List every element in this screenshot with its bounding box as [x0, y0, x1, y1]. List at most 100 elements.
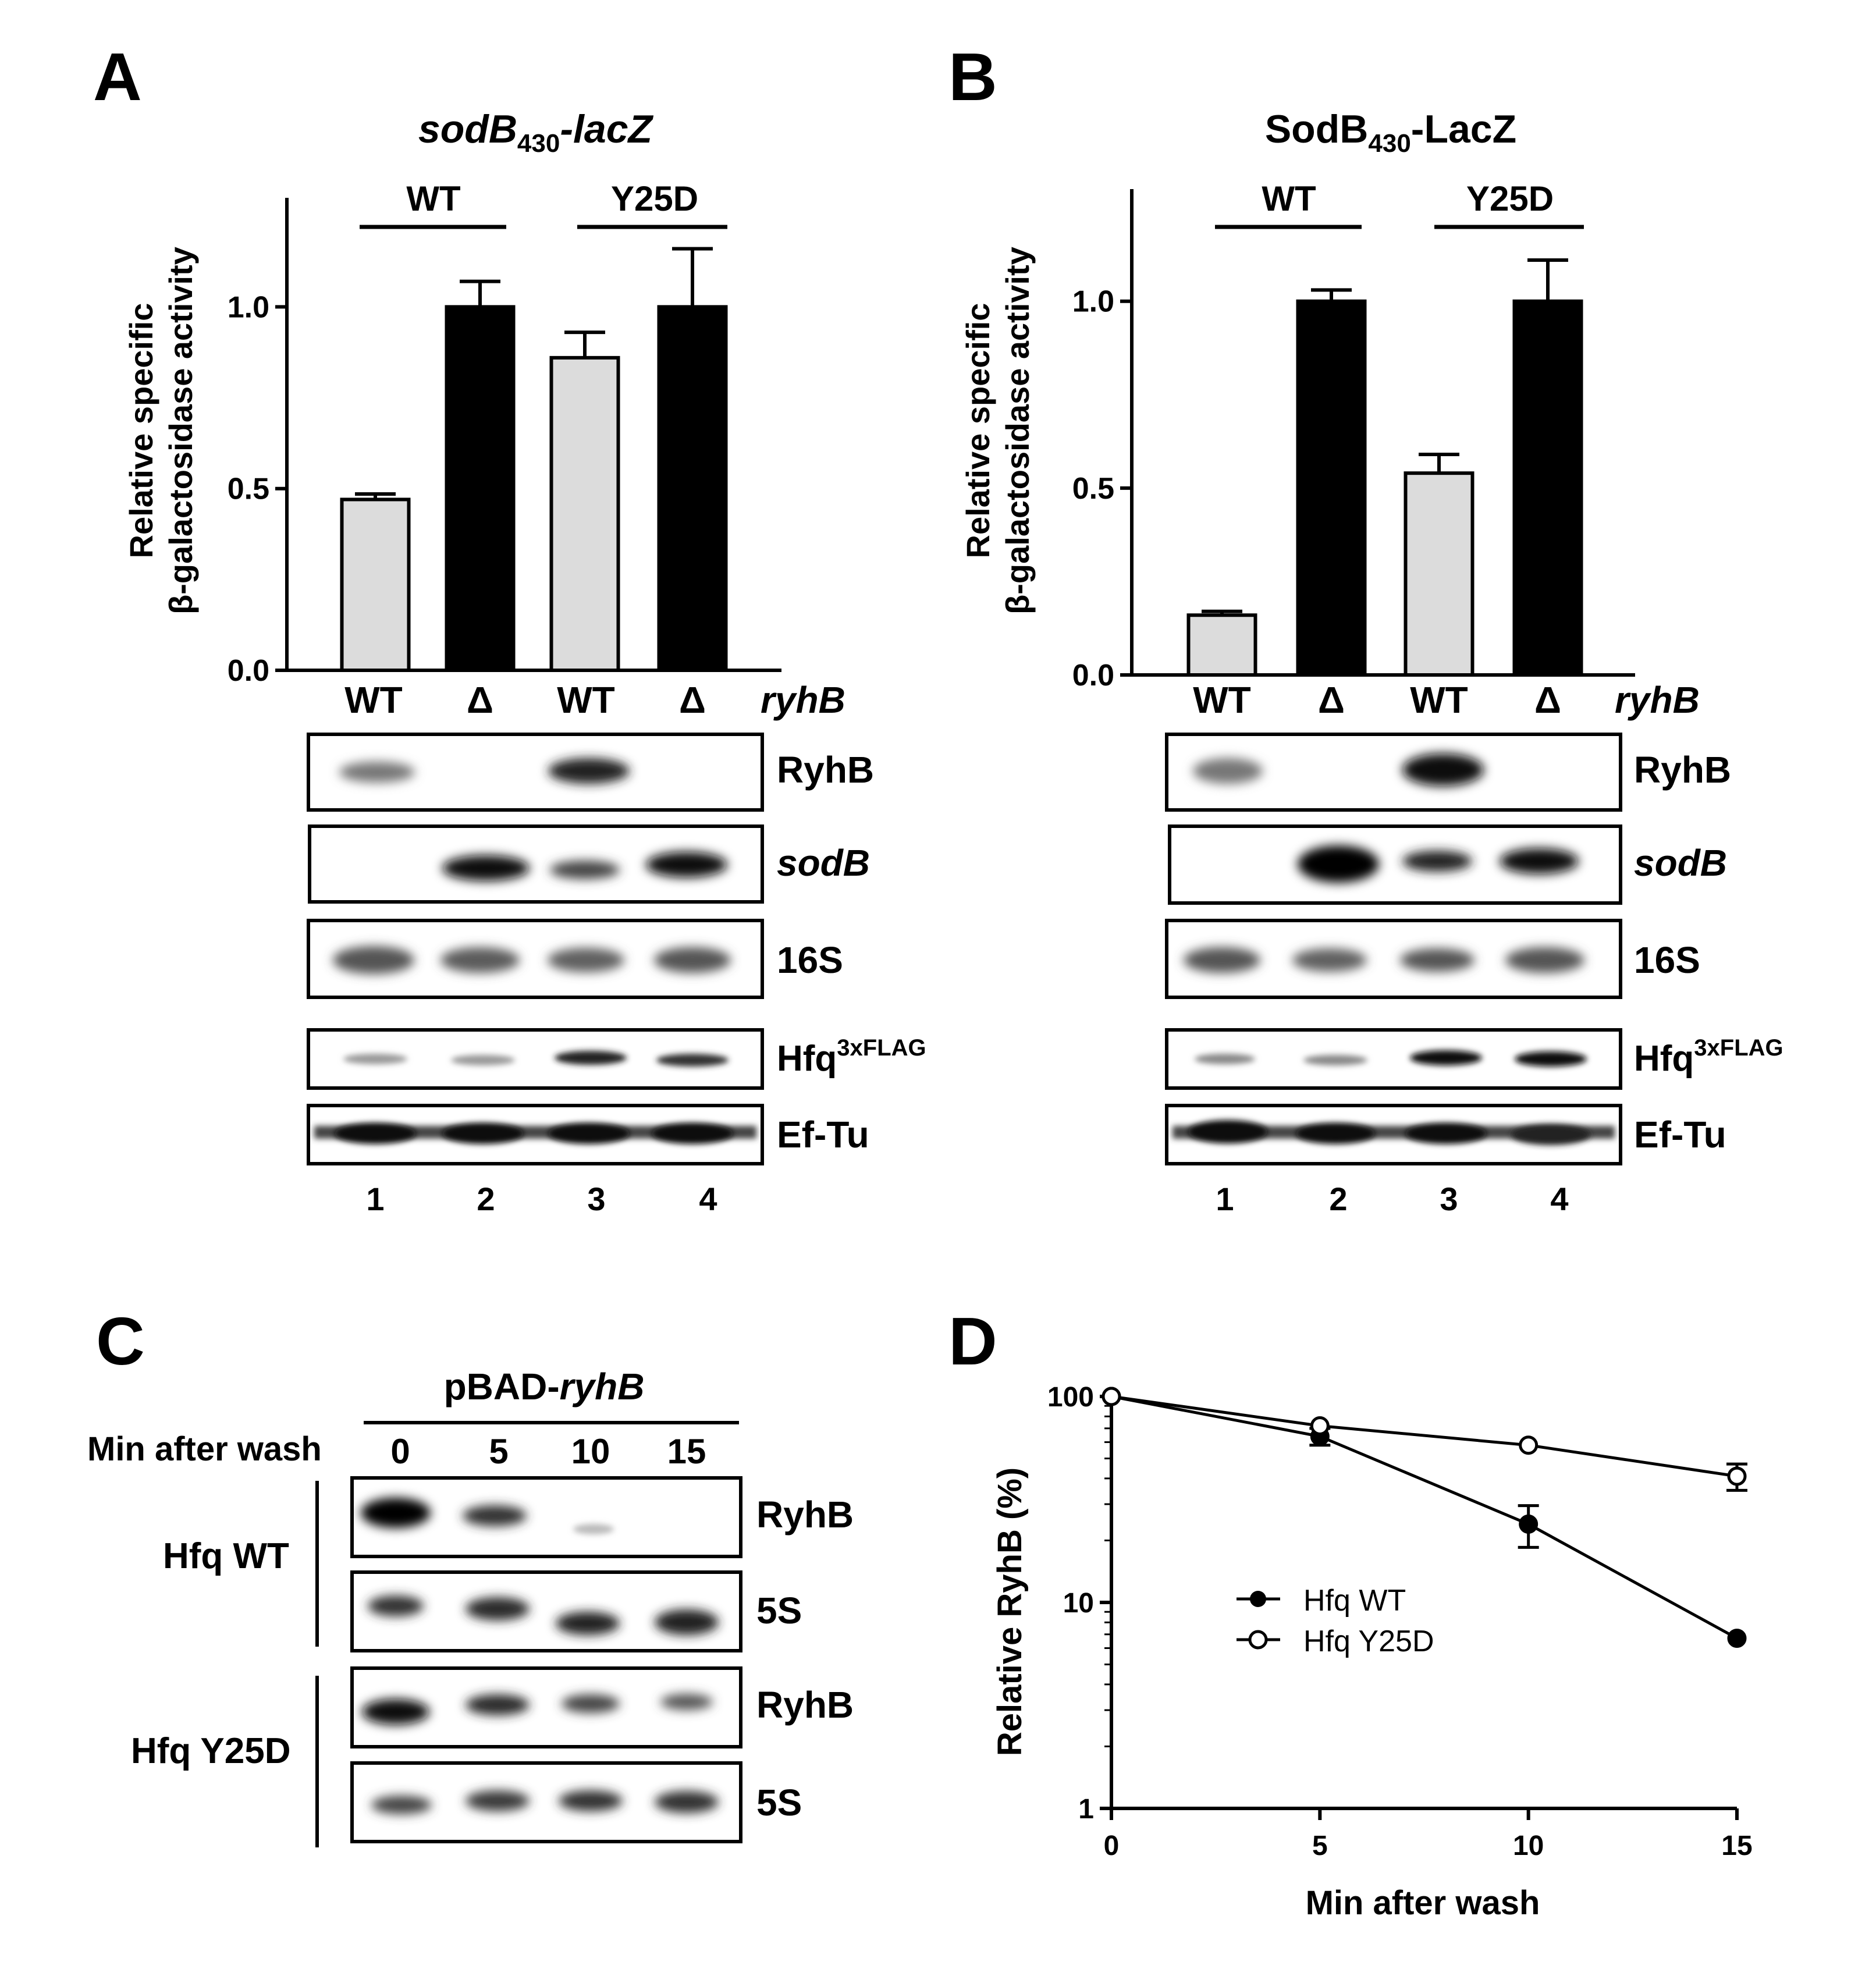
time-point: 0 [390, 1432, 410, 1471]
blot-label: RyhB [756, 1684, 854, 1726]
legend-marker-y25d [1248, 1630, 1268, 1650]
x-tick-label: 10 [1513, 1831, 1544, 1861]
blot-16s [307, 919, 764, 999]
panel-d-legend: Hfq WT Hfq Y25D [1237, 1584, 1434, 1658]
strain-label-y25d: Hfq Y25D [131, 1731, 291, 1771]
blot-label-sodb: sodB [777, 842, 870, 884]
blot-16s [1165, 919, 1622, 999]
lane-number: 1 [1216, 1181, 1234, 1217]
blot-sodb [1168, 824, 1622, 905]
panel-b: SodB430-LacZ WT Y25D Relative specific β… [960, 107, 1783, 1217]
strain-label-wt: Hfq WT [163, 1536, 289, 1576]
lane-number: 4 [1550, 1181, 1568, 1217]
y-tick-label: 100 [1047, 1382, 1094, 1413]
panel-b-group-label-wt: WT [1262, 179, 1316, 218]
y-tick-label: 0.0 [228, 654, 269, 688]
y-tick-label: 0.5 [1072, 472, 1114, 506]
blot-ryhb [1165, 733, 1622, 812]
blot-label-hfq: Hfq3xFLAG [777, 1035, 926, 1079]
blot-label-hfq: Hfq3xFLAG [1634, 1035, 1783, 1079]
data-point-wt [1727, 1629, 1747, 1648]
lane-number: 3 [587, 1181, 605, 1217]
panel-b-lane-label: Δ [1318, 679, 1345, 721]
panel-a-bar-chart: 0.0 0.5 1.0 [228, 198, 781, 688]
panel-a-ylabel: Relative specific β-galactosidase activi… [123, 247, 199, 614]
panel-b-lane-label: WT [1410, 679, 1468, 721]
panel-a-lane-label: WT [344, 679, 403, 721]
panel-a-group-label-wt: WT [406, 179, 460, 218]
panel-b-bar-chart: 0.0 0.5 1.0 [1072, 189, 1635, 692]
data-point-y25d [1727, 1466, 1747, 1486]
blot-label-ryhb: RyhB [1634, 749, 1731, 791]
data-point-y25d [1102, 1387, 1121, 1406]
panel-a-ylabel-line1: Relative specific [123, 303, 159, 559]
lane-number: 2 [477, 1181, 495, 1217]
data-point-wt [1519, 1514, 1539, 1534]
blot-hfq [307, 1028, 764, 1090]
y-tick-label: 10 [1063, 1588, 1094, 1619]
panel-b-lane-axis-label: ryhB [1615, 679, 1700, 721]
blot-label-eftu: Ef-Tu [777, 1114, 869, 1156]
lane-number: 4 [699, 1181, 717, 1217]
blot-label: RyhB [756, 1494, 854, 1536]
panel-a: sodB430-lacZ WT Y25D Relative specific β… [123, 107, 926, 1217]
panel-b-lane-label: WT [1193, 679, 1251, 721]
blot-c-ryhb-wt [350, 1476, 742, 1558]
bar [445, 305, 516, 672]
legend-label-wt: Hfq WT [1303, 1584, 1406, 1618]
panel-a-title: sodB430-lacZ [418, 107, 654, 158]
panel-letter-c: C [96, 1303, 145, 1379]
bar [1296, 299, 1367, 677]
bar [1512, 299, 1583, 677]
panel-b-title: SodB430-LacZ [1265, 107, 1516, 158]
blot-label: 5S [756, 1590, 802, 1632]
panel-a-group-label-y25d: Y25D [611, 179, 698, 218]
lane-number: 3 [1440, 1181, 1458, 1217]
panel-d-ylabel: Relative RyhB (%) [991, 1467, 1029, 1756]
bar [657, 305, 728, 672]
panel-letter-d: D [948, 1303, 997, 1379]
blot-sodb [308, 824, 764, 904]
bar [1186, 613, 1257, 677]
blot-label-16s: 16S [1634, 939, 1700, 981]
panel-a-lane-axis-label: ryhB [761, 679, 845, 721]
y-tick-label: 1.0 [1072, 285, 1114, 319]
panel-b-lane-labels: WT Δ WT Δ ryhB [1193, 679, 1700, 721]
panel-d: Relative RyhB (%) Min after wash 1 10 100 0… [991, 1382, 1753, 1922]
series-line [1111, 1395, 1738, 1640]
panel-b-ylabel-line2: β-galactosidase activity [999, 247, 1036, 614]
lane-number: 2 [1329, 1181, 1347, 1217]
blot-hfq [1165, 1028, 1622, 1090]
blot-ryhb [307, 733, 764, 812]
series-line [1111, 1395, 1738, 1478]
y-tick-label: 0.0 [1072, 659, 1114, 692]
panel-a-blots: RyhB sodB 16S [307, 733, 926, 1217]
panel-a-lane-labels: WT Δ WT Δ ryhB [344, 679, 845, 721]
panel-a-ylabel-line2: β-galactosidase activity [162, 247, 199, 614]
bar [340, 497, 411, 673]
panel-d-xlabel: Min after wash [1306, 1884, 1540, 1922]
panel-d-line-chart: 1 10 100 0 5 10 15 [1047, 1382, 1753, 1861]
panel-b-blots: RyhB sodB 16S [1165, 733, 1783, 1217]
lane-number: 1 [366, 1181, 384, 1217]
y-tick-label: 1.0 [228, 290, 269, 324]
legend-marker-wt [1250, 1591, 1266, 1607]
panel-a-lane-label: WT [557, 679, 615, 721]
panel-b-group-label-y25d: Y25D [1466, 179, 1554, 218]
blot-c-5s-y25d [350, 1761, 742, 1843]
panel-b-lane-label: Δ [1534, 679, 1561, 721]
time-point: 15 [667, 1432, 706, 1471]
blot-c-ryhb-y25d [350, 1666, 742, 1748]
blot-label: 5S [756, 1782, 802, 1824]
panel-letter-a: A [93, 39, 142, 115]
bar [1404, 471, 1474, 677]
panel-c-title: pBAD-ryhB [444, 1366, 645, 1408]
blot-c-5s-wt [350, 1570, 742, 1652]
y-tick-label: 1 [1078, 1794, 1094, 1825]
blot-eftu [1165, 1104, 1622, 1165]
time-point: 5 [489, 1432, 508, 1471]
panel-b-ylabel-line1: Relative specific [960, 303, 996, 559]
panel-a-lane-label: Δ [679, 679, 706, 721]
panel-c-time-label: Min after wash [87, 1430, 322, 1468]
blot-label-16s: 16S [777, 939, 843, 981]
